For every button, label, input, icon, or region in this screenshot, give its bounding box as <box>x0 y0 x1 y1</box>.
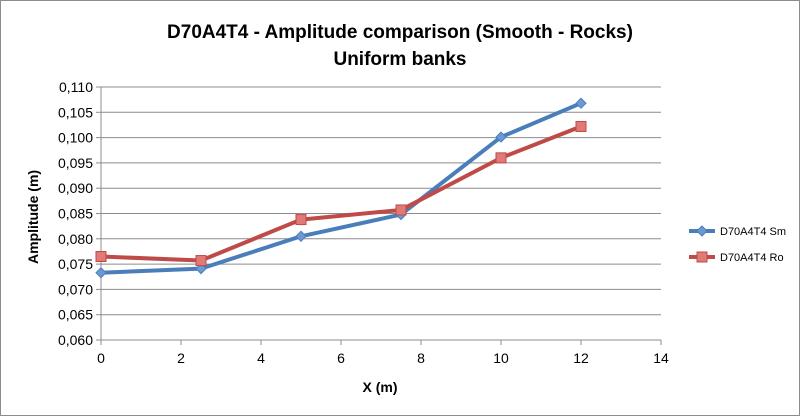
legend-item: D70A4T4 Sm <box>689 225 786 238</box>
x-tick-label: 4 <box>257 350 265 366</box>
y-tick-label: 0,075 <box>58 256 93 272</box>
series-rocks <box>95 120 587 267</box>
chart-title: D70A4T4 - Amplitude comparison (Smooth -… <box>167 22 633 43</box>
series-line <box>100 101 582 275</box>
legend-marker <box>696 225 708 237</box>
legend-label: D70A4T4 Ro <box>720 252 784 264</box>
x-tick-label: 2 <box>177 350 185 366</box>
y-tick-label: 0,070 <box>58 281 93 297</box>
y-tick-label: 0,065 <box>58 307 93 323</box>
data-point <box>295 214 307 226</box>
x-tick-label: 14 <box>653 350 669 366</box>
y-tick-label: 0,060 <box>58 332 93 348</box>
y-tick-label: 0,100 <box>58 130 93 146</box>
x-tick-label: 8 <box>417 350 425 366</box>
x-axis-title: X (m) <box>363 379 398 395</box>
y-tick-label: 0,095 <box>58 155 93 171</box>
y-axis-title: Amplitude (m) <box>25 170 41 264</box>
y-tick-label: 0,110 <box>59 79 93 95</box>
chart-subtitle: Uniform banks <box>333 49 466 70</box>
data-point <box>575 120 587 132</box>
series-line <box>100 124 582 263</box>
y-tick-label: 0,090 <box>58 180 93 196</box>
x-tick-labels: 0 2 4 6 8 10 12 14 <box>97 350 669 366</box>
y-tick-label: 0,105 <box>58 104 93 120</box>
x-tick-label: 12 <box>573 350 589 366</box>
data-point <box>295 230 307 242</box>
x-tick-label: 10 <box>493 350 509 366</box>
data-point <box>395 204 407 216</box>
data-point <box>575 97 587 109</box>
series-group <box>95 97 587 279</box>
data-point <box>95 251 107 263</box>
legend-label: D70A4T4 Sm <box>720 226 786 238</box>
data-point <box>95 266 107 279</box>
legend: D70A4T4 Sm D70A4T4 Ro <box>689 225 786 264</box>
y-tick-label: 0,080 <box>58 231 93 247</box>
x-tick-label: 6 <box>337 350 345 366</box>
data-point <box>495 152 507 164</box>
legend-marker <box>696 251 708 263</box>
data-point <box>195 262 207 275</box>
y-tick-label: 0,085 <box>58 206 93 222</box>
x-tick-label: 0 <box>97 350 105 366</box>
legend-item: D70A4T4 Ro <box>689 251 784 264</box>
data-point <box>195 255 207 267</box>
axes <box>96 86 662 345</box>
y-tick-labels: 0,060 0,065 0,070 0,075 0,080 0,085 0,090 0,095… <box>58 79 93 348</box>
data-point <box>495 131 507 143</box>
